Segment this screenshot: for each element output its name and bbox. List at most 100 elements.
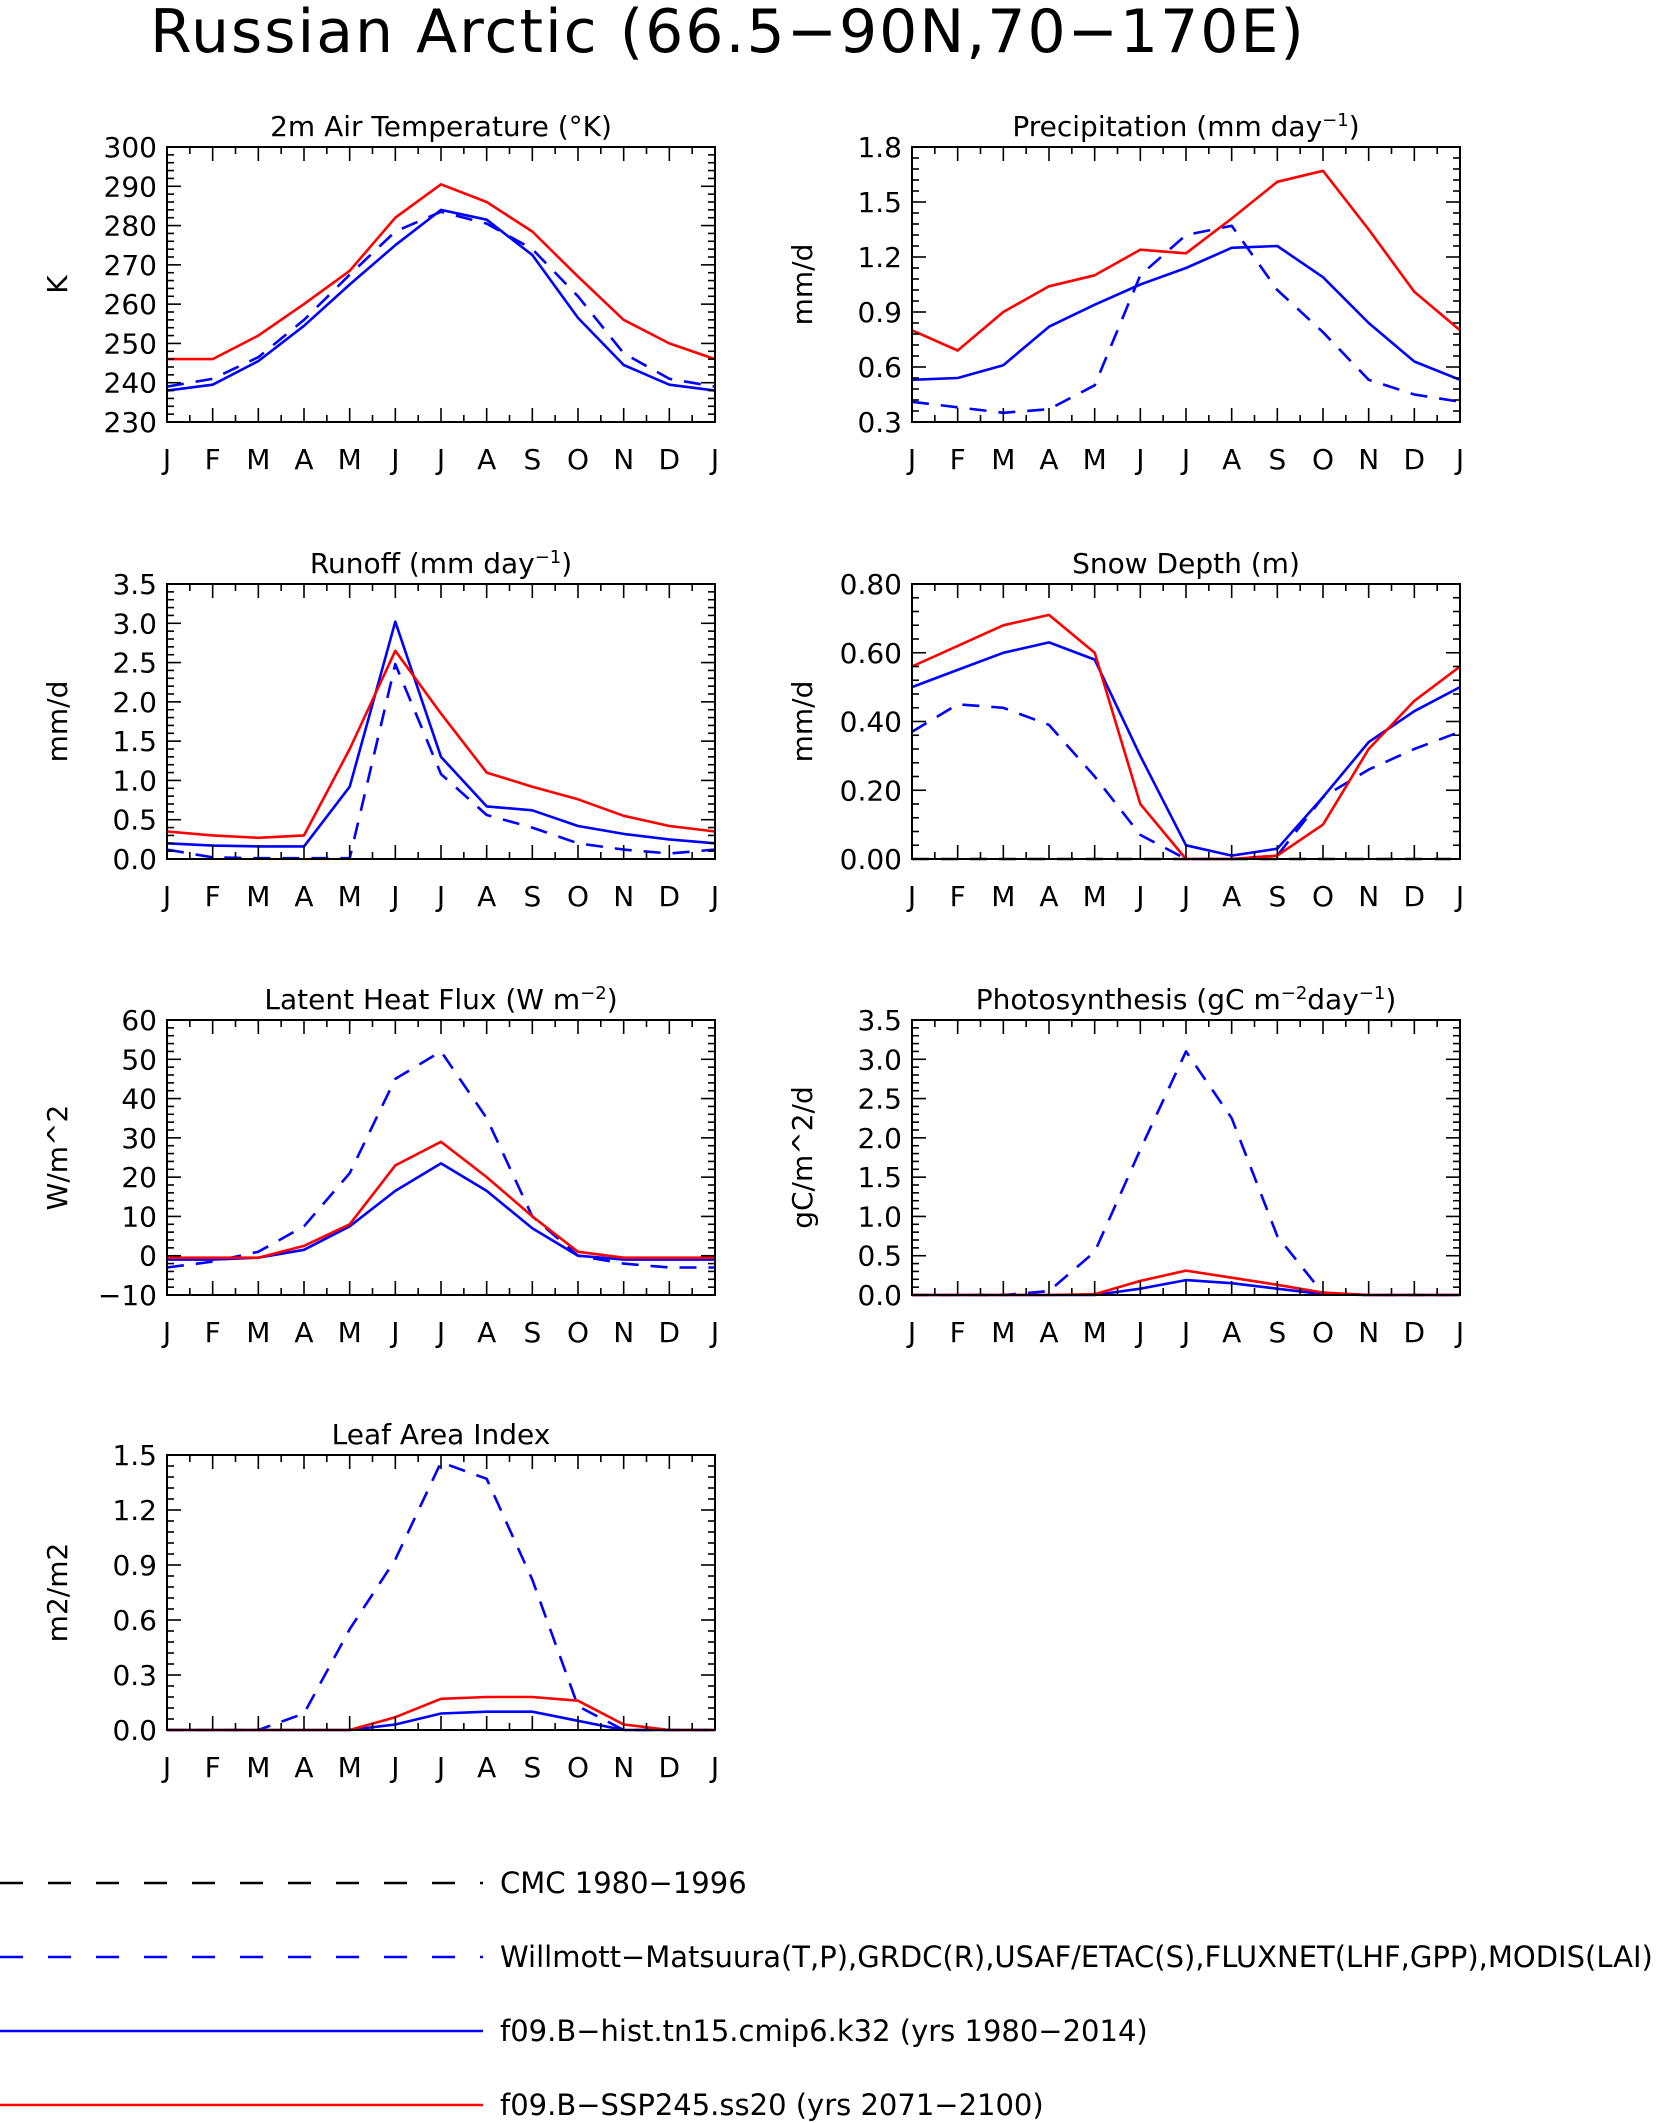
x-tick-label: D — [1404, 443, 1426, 476]
y-axis-label: mm/d — [41, 681, 74, 763]
x-tick-label: N — [613, 1751, 634, 1784]
x-tick-label: M — [338, 1751, 362, 1784]
x-tick-label: J — [389, 1751, 399, 1784]
x-tick-label: F — [950, 880, 966, 913]
x-tick-label: J — [709, 443, 719, 476]
title-superscript: −2 — [1281, 983, 1308, 1004]
x-tick-label: M — [991, 1316, 1015, 1349]
x-tick-label: J — [389, 1316, 399, 1349]
x-tick-label: D — [659, 1316, 681, 1349]
y-tick-label: 0.5 — [857, 1240, 902, 1273]
x-tick-label: J — [435, 443, 445, 476]
x-tick-label: D — [659, 1751, 681, 1784]
y-tick-label: 0.5 — [112, 804, 157, 837]
title-superscript: −1 — [1322, 110, 1349, 131]
series-line-3 — [167, 183, 716, 361]
x-tick-label: O — [567, 443, 589, 476]
x-tick-label: M — [246, 880, 270, 913]
panel-title: Runoff (mm day−1) — [310, 547, 572, 581]
plot-frame — [911, 146, 1461, 423]
x-tick-label: D — [659, 443, 681, 476]
panel-title: Latent Heat Flux (W m−2) — [264, 983, 617, 1017]
x-tick-label: O — [1312, 1316, 1334, 1349]
series-line-1 — [912, 1050, 1460, 1297]
y-tick-label: 1.0 — [857, 1200, 902, 1233]
x-tick-label: A — [1222, 443, 1241, 476]
series-group — [166, 183, 716, 392]
legend-label: f09.B−hist.tn15.cmip6.k32 (yrs 1980−2014… — [500, 2014, 1148, 2048]
y-tick-label: 2.5 — [112, 647, 157, 680]
x-tick-label: M — [338, 443, 362, 476]
y-tick-label: 300 — [104, 131, 157, 164]
x-tick-label: M — [1083, 1316, 1107, 1349]
x-tick-label: A — [477, 443, 496, 476]
title-text: Precipitation (mm day — [1012, 110, 1322, 143]
x-tick-label: M — [246, 1316, 270, 1349]
y-tick-label: 30 — [121, 1122, 157, 1155]
x-tick-label: S — [1268, 1316, 1286, 1349]
x-tick-label: J — [435, 880, 445, 913]
y-tick-label: 1.2 — [857, 241, 902, 274]
x-tick-label: N — [1358, 443, 1379, 476]
y-tick-label: 1.2 — [112, 1494, 157, 1527]
x-tick-label: M — [246, 1751, 270, 1784]
panel-title: Snow Depth (m) — [1072, 547, 1300, 580]
y-tick-label: 0 — [139, 1240, 157, 1273]
x-tick-label: S — [523, 880, 541, 913]
y-tick-label: 0.60 — [840, 637, 902, 670]
y-tick-label: 0.6 — [857, 351, 902, 384]
y-tick-label: 3.5 — [112, 568, 157, 601]
y-ticks — [912, 1019, 1460, 1296]
series-line-1 — [167, 1461, 715, 1732]
series-line-2 — [166, 620, 716, 848]
x-tick-label: J — [906, 1316, 916, 1349]
legend-entry-3: f09.B−hist.tn15.cmip6.k32 (yrs 1980−2014… — [0, 2014, 1148, 2048]
x-tick-label: A — [1039, 443, 1058, 476]
y-tick-label: 1.0 — [112, 764, 157, 797]
chart-panel-3: 0.00.51.01.52.02.53.03.5J F M A M J J A S O N D JRun… — [41, 547, 719, 914]
y-tick-label: 50 — [121, 1043, 157, 1076]
x-tick-label: J — [161, 1316, 171, 1349]
y-tick-label: 0.0 — [112, 1714, 157, 1747]
y-tick-label: 3.0 — [857, 1043, 902, 1076]
x-tick-label: J — [1180, 880, 1190, 913]
title-text: ) — [1349, 110, 1360, 143]
x-tick-label: N — [613, 443, 634, 476]
x-ticks — [166, 584, 716, 859]
series-line-1 — [166, 662, 716, 860]
y-ticks — [167, 146, 715, 423]
series-line-3 — [167, 1140, 715, 1259]
legend-label: Willmott−Matsuura(T,P),GRDC(R),USAF/ETAC… — [500, 1940, 1653, 1974]
series-line-2 — [167, 1162, 715, 1261]
y-tick-label: 0.20 — [840, 774, 902, 807]
x-tick-label: A — [477, 1751, 496, 1784]
y-ticks — [912, 146, 1460, 423]
plot-frame — [166, 1454, 716, 1731]
x-tick-label: J — [1134, 1316, 1144, 1349]
x-tick-label: F — [205, 880, 221, 913]
y-tick-label: 260 — [104, 288, 157, 321]
x-tick-label: S — [1268, 880, 1286, 913]
series-line-3 — [911, 641, 1461, 857]
y-tick-label: 270 — [104, 249, 157, 282]
legend-entry-1: CMC 1980−1996 — [0, 1866, 747, 1900]
y-axis-label: mm/d — [786, 244, 819, 326]
title-text: day — [1307, 983, 1359, 1016]
panel-title: 2m Air Temperature (°K) — [270, 110, 612, 143]
legend-label: f09.B−SSP245.ss20 (yrs 2071−2100) — [500, 2088, 1044, 2122]
panel-title: Leaf Area Index — [332, 1418, 551, 1451]
x-ticks — [911, 147, 1461, 422]
chart-panel-6: 0.00.51.01.52.02.53.03.5J F M A M J J A S O N D JPho… — [786, 983, 1464, 1350]
plot-frame — [166, 1019, 716, 1296]
y-tick-label: 240 — [104, 367, 157, 400]
legend-label: CMC 1980−1996 — [500, 1866, 747, 1900]
y-tick-label: 0.0 — [857, 1279, 902, 1312]
series-group — [911, 613, 1461, 861]
title-text: ) — [1385, 983, 1396, 1016]
y-tick-label: 1.5 — [857, 186, 902, 219]
title-text: Latent Heat Flux (W m — [264, 983, 580, 1016]
series-group — [166, 1050, 715, 1269]
